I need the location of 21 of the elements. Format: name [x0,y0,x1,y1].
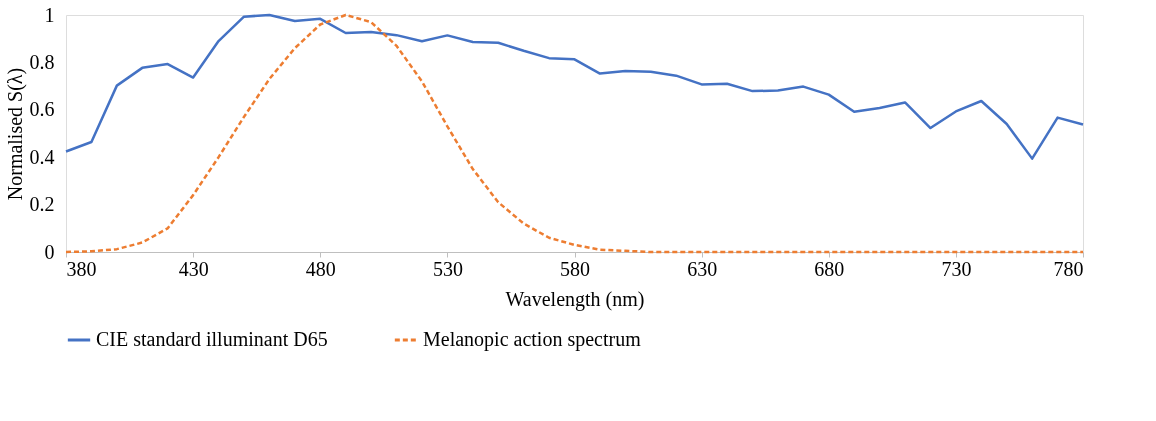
x-tick-label: 730 [941,257,972,280]
line-series [64,13,1085,160]
x-tick-label: 680 [814,257,845,280]
x-tick-label: 780 [1053,257,1084,280]
y-tick-label: 0.8 [29,50,55,73]
x-tick-label: 430 [178,257,209,280]
legend-label: CIE standard illuminant D65 [96,328,328,350]
x-tick-label: 380 [66,257,97,280]
y-tick-label: 0.6 [29,98,55,121]
y-axis-title: Normalised S(λ) [3,67,27,201]
legend-label: Melanopic action spectrum [423,328,642,351]
y-tick-label: 1 [44,3,55,26]
x-tick-label: 530 [432,257,463,280]
line-series [64,13,1085,254]
x-axis-title: Wavelength (nm) [505,287,645,311]
y-tick-label: 0.4 [29,145,55,168]
x-tick-label: 630 [687,257,718,280]
y-tick-label: 0 [44,240,55,263]
y-tick-label: 0.2 [29,193,55,216]
x-tick-label: 580 [560,257,590,280]
x-tick-label: 480 [305,257,336,280]
